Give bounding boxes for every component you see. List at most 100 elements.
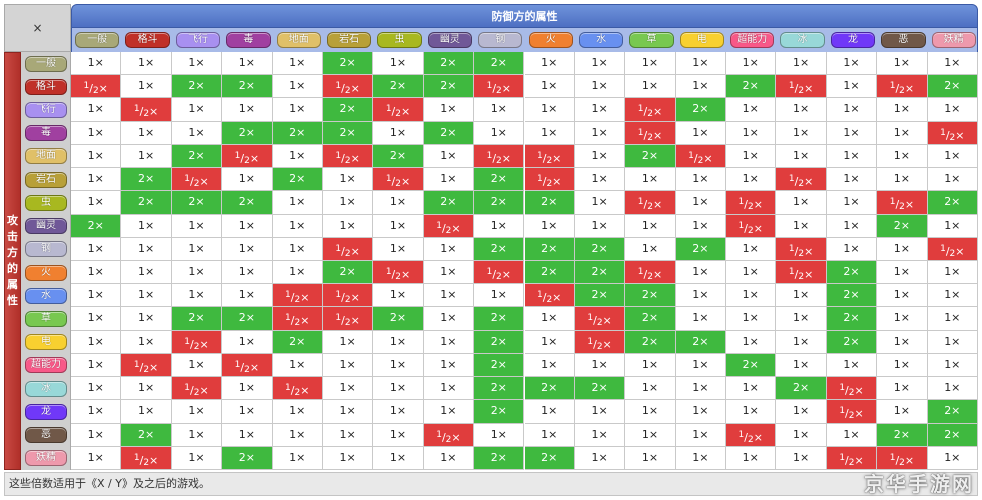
multiplier-cell: 1/2× <box>776 237 827 261</box>
multiplier-cell: 1× <box>524 75 575 99</box>
multiplier-cell: 1× <box>574 400 626 424</box>
multiplier-cell: 1× <box>675 52 727 76</box>
multiplier-cell: 1/2× <box>524 284 575 308</box>
multiplier-cell: 2× <box>171 307 223 331</box>
multiplier-cell: 1× <box>826 144 878 169</box>
multiplier-cell: 1/2× <box>373 168 424 192</box>
multiplier-cell: 1× <box>675 75 727 99</box>
multiplier-cell: 2× <box>877 423 928 447</box>
defender-type-psychic: 超能力 <box>730 32 775 48</box>
defender-type-flying: 飞行 <box>175 32 221 48</box>
multiplier-cell: 2× <box>272 168 323 192</box>
multiplier-cell: 1× <box>877 400 928 424</box>
multiplier-cell: 1× <box>272 75 323 99</box>
defender-type-dark: 恶 <box>881 32 926 48</box>
multiplier-cell: 1× <box>877 330 928 354</box>
multiplier-cell: 2× <box>474 307 525 331</box>
multiplier-cell: 1× <box>171 214 223 238</box>
multiplier-cell: 1× <box>71 330 122 354</box>
multiplier-cell: 1× <box>222 400 273 424</box>
multiplier-cell: 1× <box>776 144 827 169</box>
multiplier-cell: 1× <box>222 168 273 192</box>
multiplier-cell: 1/2× <box>625 98 676 122</box>
multiplier-cell: 1× <box>71 191 122 215</box>
multiplier-cell: 2× <box>272 121 323 145</box>
attacker-type-normal: 一般 <box>25 55 67 72</box>
multiplier-cell: 1× <box>71 307 122 331</box>
multiplier-cell: 1/2× <box>222 144 273 169</box>
multiplier-cell: 1× <box>71 237 122 261</box>
multiplier-cell: 1× <box>373 400 424 424</box>
multiplier-cell: 2× <box>71 214 122 238</box>
multiplier-cell: 1× <box>726 330 777 354</box>
multiplier-cell: 2× <box>927 400 978 424</box>
attacker-type-dark: 恶 <box>25 427 67 444</box>
multiplier-cell: 1× <box>524 423 575 447</box>
multiplier-cell: 1/2× <box>524 168 575 192</box>
multiplier-cell: 1/2× <box>71 75 122 99</box>
multiplier-cell: 2× <box>373 144 424 169</box>
corner-symbol: × <box>32 21 43 35</box>
attacker-title-char: 攻 <box>7 214 18 227</box>
multiplier-cell: 1× <box>927 98 978 122</box>
multiplier-cell: 1× <box>726 237 777 261</box>
multiplier-cell: 1× <box>776 353 827 378</box>
defender-type-grass: 草 <box>629 32 674 48</box>
multiplier-cell: 1/2× <box>625 261 676 285</box>
multiplier-cell: 1× <box>625 75 676 99</box>
multiplier-cell: 1× <box>373 191 424 215</box>
multiplier-cell: 2× <box>574 237 626 261</box>
multiplier-cell: 1× <box>171 237 223 261</box>
footer-text: 这些倍数适用于《X / Y》及之后的游戏。 <box>9 477 210 490</box>
multiplier-cell: 1× <box>373 353 424 378</box>
multiplier-cell: 1× <box>272 353 323 378</box>
attacker-title-char: 的 <box>7 262 18 275</box>
multiplier-cell: 1× <box>726 261 777 285</box>
multiplier-cell: 1× <box>826 214 878 238</box>
attacker-type-bug: 虫 <box>25 194 67 211</box>
multiplier-cell: 1× <box>927 261 978 285</box>
multiplier-cell: 1× <box>222 423 273 447</box>
multiplier-cell: 1× <box>474 121 525 145</box>
multiplier-cell: 1× <box>927 353 978 378</box>
multiplier-cell: 1× <box>423 284 475 308</box>
multiplier-cell: 2× <box>322 98 374 122</box>
multiplier-cell: 2× <box>524 237 575 261</box>
multiplier-cell: 2× <box>877 214 928 238</box>
multiplier-cell: 1× <box>322 214 374 238</box>
multiplier-cell: 1× <box>272 423 323 447</box>
multiplier-cell: 1× <box>776 400 827 424</box>
multiplier-cell: 1/2× <box>625 121 676 145</box>
multiplier-cell: 2× <box>776 377 827 401</box>
multiplier-cell: 1× <box>222 52 273 76</box>
multiplier-cell: 1× <box>877 144 928 169</box>
multiplier-cell: 1× <box>877 121 928 145</box>
multiplier-cell: 1× <box>927 284 978 308</box>
multiplier-cell: 1/2× <box>423 214 475 238</box>
multiplier-cell: 1× <box>474 98 525 122</box>
multiplier-cell: 1× <box>826 423 878 447</box>
multiplier-cell: 1× <box>71 121 122 145</box>
defender-title: 防御方的属性 <box>491 10 558 23</box>
multiplier-cell: 1× <box>726 144 777 169</box>
multiplier-cell: 2× <box>423 121 475 145</box>
multiplier-cell: 2× <box>171 75 223 99</box>
multiplier-cell: 1× <box>121 377 172 401</box>
attacker-type-ice: 冰 <box>25 380 67 397</box>
multiplier-cell: 1× <box>726 307 777 331</box>
multiplier-cell: 2× <box>524 191 575 215</box>
multiplier-cell: 1× <box>71 98 122 122</box>
multiplier-cell: 1× <box>726 121 777 145</box>
multiplier-cell: 1/2× <box>474 261 525 285</box>
multiplier-cell: 1/2× <box>927 237 978 261</box>
multiplier-cell: 1× <box>877 377 928 401</box>
multiplier-cell: 1× <box>423 98 475 122</box>
multiplier-cell: 1× <box>826 168 878 192</box>
multiplier-cell: 1/2× <box>322 75 374 99</box>
multiplier-cell: 1× <box>726 377 777 401</box>
multiplier-cell: 1× <box>927 168 978 192</box>
multiplier-cell: 1× <box>776 307 827 331</box>
multiplier-cell: 1× <box>726 168 777 192</box>
multiplier-cell: 1× <box>71 284 122 308</box>
multiplier-cell: 1/2× <box>625 191 676 215</box>
